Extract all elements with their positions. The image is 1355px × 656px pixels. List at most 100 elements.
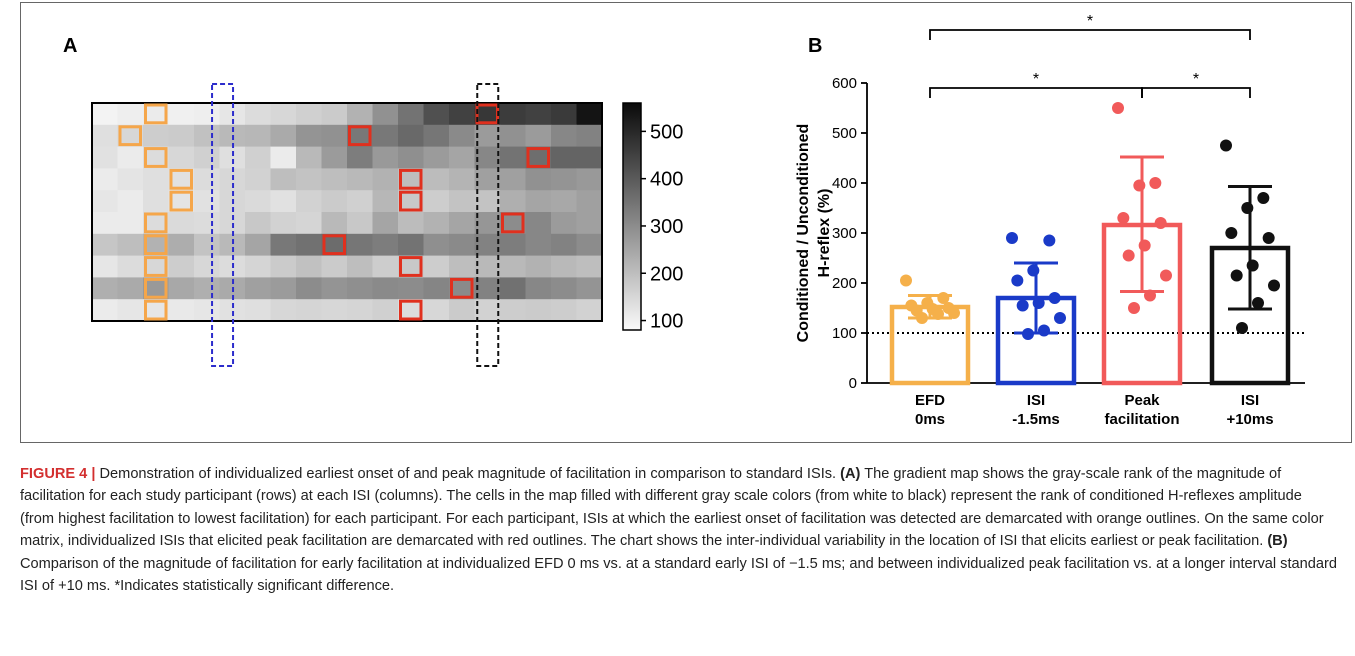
heatmap-cell — [194, 212, 220, 235]
heatmap-cell — [270, 146, 297, 169]
heatmap-cell — [92, 190, 118, 213]
heatmap-cell — [347, 233, 373, 256]
heatmap-cell — [500, 233, 526, 256]
heatmap-cell — [372, 190, 399, 213]
heatmap-cell — [117, 233, 144, 256]
peak-facilitation-marker — [399, 256, 423, 277]
heatmap-cell — [92, 212, 118, 235]
heatmap-cell — [321, 146, 348, 169]
heatmap-cell — [474, 299, 501, 322]
heatmap-cell — [500, 124, 526, 147]
caption-a-label: (A) — [840, 466, 861, 482]
heatmap-cell — [449, 103, 475, 126]
heatmap-cell — [117, 103, 144, 126]
heatmap-cell — [219, 299, 246, 322]
heatmap-cell — [551, 103, 577, 126]
heatmap-cell — [296, 299, 322, 322]
heatmap-cell — [474, 190, 501, 213]
heatmap-cell — [576, 103, 603, 126]
earliest-onset-marker — [169, 190, 193, 212]
heatmap-cell — [117, 212, 144, 235]
heatmap-cell — [92, 277, 118, 300]
y-axis-tick-label: 400 — [832, 175, 857, 192]
heatmap-cell — [245, 190, 271, 213]
heatmap-cell — [500, 103, 526, 126]
heatmap-cell — [525, 255, 552, 278]
heatmap-cell — [576, 168, 603, 191]
heatmap-cell — [117, 299, 144, 322]
data-point — [1112, 102, 1124, 114]
colorbar — [622, 102, 642, 331]
heatmap-cell — [117, 255, 144, 278]
x-category-label: Peak facilitation — [1104, 392, 1179, 428]
heatmap-cell — [372, 168, 399, 191]
data-point — [1220, 139, 1232, 152]
heatmap-cell — [270, 255, 297, 278]
caption-b-label: (B) — [1267, 533, 1288, 550]
significance-bracket — [929, 87, 1143, 98]
heatmap-cell — [296, 103, 322, 126]
heatmap-cell — [270, 277, 297, 300]
caption-figure-label: FIGURE 4 | — [20, 466, 96, 482]
data-point — [1038, 324, 1050, 337]
colorbar-tick-label: 200 — [650, 263, 683, 285]
significance-star: * — [1033, 71, 1039, 88]
caption-lead: Demonstration of individualized earliest… — [95, 466, 841, 482]
figure-caption: FIGURE 4 | Demonstration of individualiz… — [20, 463, 1338, 597]
heatmap-cell — [92, 103, 118, 126]
heatmap-cell — [347, 168, 373, 191]
heatmap-cell — [576, 212, 603, 235]
heatmap-cell — [347, 124, 373, 147]
heatmap-cell — [576, 190, 603, 213]
heatmap-cell — [398, 255, 424, 278]
heatmap-cell — [168, 212, 195, 235]
significance-bracket — [929, 29, 1251, 40]
peak-facilitation-marker — [450, 277, 474, 299]
significance-bracket — [1141, 87, 1251, 98]
heatmap-cell — [194, 277, 220, 300]
heatmap-cell — [168, 146, 195, 169]
heatmap-cell — [347, 190, 373, 213]
heatmap-cell — [245, 146, 271, 169]
heatmap-cell — [474, 255, 501, 278]
data-point — [1138, 239, 1151, 252]
heatmap-cell — [143, 255, 169, 278]
heatmap-cell — [270, 124, 297, 147]
heatmap-cell — [449, 233, 475, 256]
earliest-onset-marker — [144, 234, 168, 256]
heatmap-cell — [474, 146, 501, 169]
heatmap-cell — [398, 233, 424, 256]
heatmap-cell — [168, 233, 195, 256]
peak-facilitation-marker — [501, 212, 525, 234]
heatmap-cell — [449, 277, 475, 300]
heatmap-cell — [219, 146, 246, 169]
peak-facilitation-marker — [322, 234, 346, 256]
bar-chart-panel: 0 100 200 300 400 500 600 Conditioned / Uncondi… — [795, 13, 1305, 428]
peak-facilitation-marker — [526, 147, 550, 168]
heatmap-cell — [321, 233, 348, 256]
heatmap-cell — [525, 212, 552, 235]
peak-facilitation-marker — [399, 299, 423, 321]
heatmap-cell — [296, 168, 322, 191]
heatmap-cell — [194, 103, 220, 126]
earliest-onset-marker — [144, 212, 168, 234]
heatmap-cell — [423, 146, 450, 169]
heatmap-border — [91, 102, 603, 322]
heatmap-panel: 100 200 300 400 500 — [91, 83, 683, 367]
heatmap-cell — [194, 190, 220, 213]
heatmap-cell — [117, 168, 144, 191]
data-point — [948, 307, 960, 319]
panel-a-label: A — [63, 35, 77, 57]
heatmap-cell — [245, 212, 271, 235]
caption-b-text: Comparison of the magnitude of facilitat… — [20, 555, 1337, 595]
heatmap-cell — [347, 146, 373, 169]
data-point — [1117, 212, 1130, 224]
heatmap-cell — [245, 103, 271, 126]
heatmap-cell — [576, 233, 603, 256]
heatmap-cell — [500, 190, 526, 213]
heatmap-cell — [117, 277, 144, 300]
heatmap-cell — [296, 190, 322, 213]
heatmap-cell — [525, 277, 552, 300]
heatmap-cell — [168, 299, 195, 322]
heatmap-cell — [449, 146, 475, 169]
